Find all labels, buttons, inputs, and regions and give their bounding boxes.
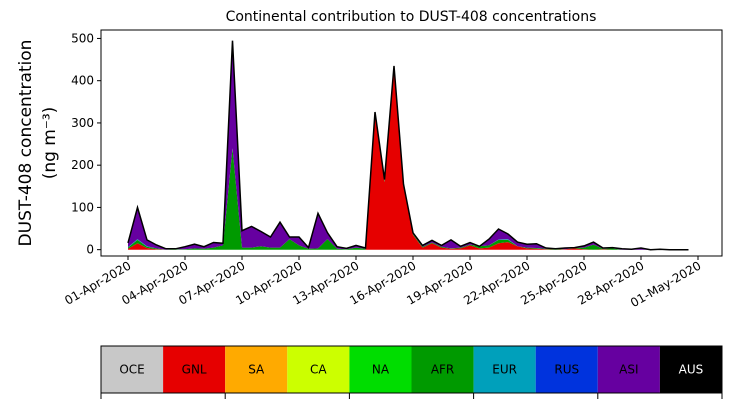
y-axis-title-line2: (ng m⁻³) <box>40 107 60 180</box>
legend-swatch-oce <box>101 346 164 393</box>
y-tick-label: 100 <box>71 200 94 214</box>
y-tick-label: 200 <box>71 158 94 172</box>
y-tick-label: 0 <box>86 243 94 257</box>
y-tick-label: 400 <box>71 74 94 88</box>
y-tick-label: 300 <box>71 116 94 130</box>
y-axis-title-line1: DUST-408 concentration <box>16 40 36 247</box>
legend-label-na: NA <box>372 363 390 377</box>
legend-label-asi: ASI <box>619 363 638 377</box>
legend-frame <box>100 345 723 394</box>
legend: OCE GNL SA CA NA AFR EUR RUS ASI AUS <box>100 345 723 399</box>
area-gnl <box>128 70 689 250</box>
legend-swatch-na <box>349 346 412 393</box>
legend-label-afr: AFR <box>431 363 454 377</box>
y-axis-title: DUST-408 concentration (ng m⁻³) <box>16 40 60 247</box>
legend-label-gnl: GNL <box>182 363 207 377</box>
plot-area <box>100 29 723 257</box>
legend-label-ca: CA <box>310 363 327 377</box>
legend-label-rus: RUS <box>554 363 579 377</box>
chart-title: Continental contribution to DUST-408 con… <box>226 9 597 25</box>
legend-swatch-rus <box>535 346 598 393</box>
x-axis: 01-Apr-202004-Apr-202007-Apr-202010-Apr-… <box>62 256 704 310</box>
legend-swatch-ca <box>287 346 350 393</box>
total-line <box>127 40 689 251</box>
legend-swatch-gnl <box>163 346 226 393</box>
legend-label-sa: SA <box>248 363 265 377</box>
legend-swatch-eur <box>473 346 536 393</box>
legend-swatch-afr <box>411 346 474 393</box>
legend-label-oce: OCE <box>119 363 144 377</box>
legend-swatch-sa <box>225 346 288 393</box>
y-tick-label: 500 <box>71 31 94 45</box>
legend-label-eur: EUR <box>492 363 517 377</box>
legend-swatch-aus <box>659 346 722 393</box>
legend-swatch-asi <box>597 346 660 393</box>
legend-label-aus: AUS <box>679 363 704 377</box>
plot-frame <box>100 29 723 257</box>
y-axis: 0 100 200 300 400 500 <box>71 31 101 257</box>
